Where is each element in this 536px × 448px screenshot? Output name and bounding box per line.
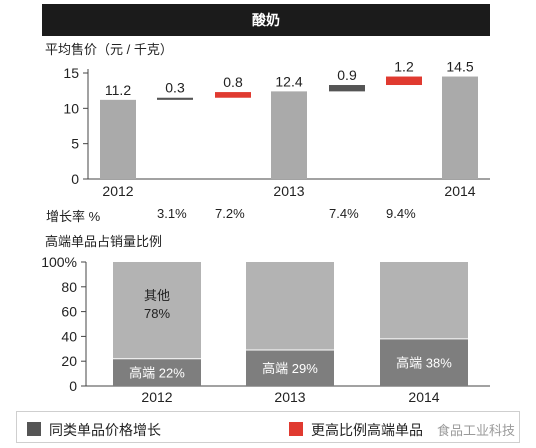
x-tick-label: 2013 bbox=[273, 183, 304, 199]
y-tick-label: 15 bbox=[63, 65, 79, 81]
y-tick-label: 0 bbox=[69, 378, 77, 394]
data-label-premium: 高端 38% bbox=[396, 355, 452, 370]
chart-title-banner: 酸奶 bbox=[42, 4, 490, 36]
data-label-premium: 高端 22% bbox=[129, 365, 185, 380]
legend: 同类单品价格增长 更高比例高端单品 食品工业科技 bbox=[16, 411, 520, 443]
watermark-text: 食品工业科技 bbox=[437, 423, 516, 438]
bar-delta-same-item bbox=[157, 97, 193, 100]
bar-delta-premium bbox=[386, 76, 422, 86]
data-label: 14.5 bbox=[446, 59, 473, 75]
y-tick-label: 10 bbox=[63, 100, 79, 116]
data-label: 1.2 bbox=[394, 59, 414, 75]
legend-label-premium: 更高比例高端单品 bbox=[311, 422, 423, 438]
legend-label-same-item: 同类单品价格增长 bbox=[49, 422, 161, 438]
top-chart-title: 平均售价（元 / 千克） bbox=[45, 42, 173, 57]
x-tick-label: 2014 bbox=[408, 389, 439, 405]
bar-total bbox=[271, 91, 307, 179]
y-tick-label: 0 bbox=[71, 171, 79, 187]
bar-segment-premium bbox=[246, 350, 334, 386]
growth-rate-value: 7.2% bbox=[215, 206, 245, 221]
bar-total bbox=[100, 99, 136, 179]
x-tick-label: 2013 bbox=[274, 389, 305, 405]
data-label: 0.3 bbox=[165, 80, 185, 96]
bar-segment-other bbox=[246, 262, 334, 351]
data-label-other: 其他 bbox=[144, 288, 170, 303]
growth-rate-value: 3.1% bbox=[157, 206, 187, 221]
x-tick-label: 2012 bbox=[102, 183, 133, 199]
y-tick-label: 5 bbox=[71, 136, 79, 152]
y-tick-label: 20 bbox=[61, 353, 77, 369]
data-label: 11.2 bbox=[105, 82, 131, 98]
bar-segment-premium bbox=[113, 358, 201, 386]
bar-segment-other bbox=[113, 262, 201, 359]
bar-segment-premium bbox=[380, 338, 468, 386]
data-label: 0.9 bbox=[337, 67, 357, 83]
data-label: 0.8 bbox=[223, 74, 243, 90]
growth-rate-label: 增长率 % bbox=[46, 209, 101, 224]
growth-rate-value: 7.4% bbox=[329, 206, 359, 221]
y-tick-label: 80 bbox=[61, 279, 77, 295]
legend-swatch-premium bbox=[289, 422, 303, 436]
growth-rate-value: 9.4% bbox=[386, 206, 416, 221]
premium-share-chart: 0 20 40 60 80 100% 高端 22% 其他 78% 2012 高端 29% 2013 高端… bbox=[41, 254, 490, 405]
legend-swatch-same-item bbox=[27, 422, 41, 436]
data-label: 12.4 bbox=[275, 73, 302, 89]
avg-price-chart: 0 5 10 15 11.2 2012 0.3 0.8 12.4 2013 0.9 1.2 14.5 20… bbox=[63, 59, 490, 199]
y-tick-label: 40 bbox=[61, 328, 77, 344]
data-label-other: 78% bbox=[144, 306, 170, 321]
bar-segment-other bbox=[380, 262, 468, 339]
x-tick-label: 2014 bbox=[444, 183, 475, 199]
bar-total bbox=[442, 76, 478, 179]
bottom-chart-title: 高端单品占销量比例 bbox=[45, 234, 163, 249]
data-label-premium: 高端 29% bbox=[262, 361, 318, 376]
title-text: 酸奶 bbox=[252, 12, 280, 28]
bar-delta-premium bbox=[215, 92, 251, 98]
y-tick-label: 100% bbox=[41, 254, 77, 270]
x-tick-label: 2012 bbox=[141, 389, 172, 405]
bar-delta-same-item bbox=[329, 85, 365, 92]
y-tick-label: 60 bbox=[61, 304, 77, 320]
